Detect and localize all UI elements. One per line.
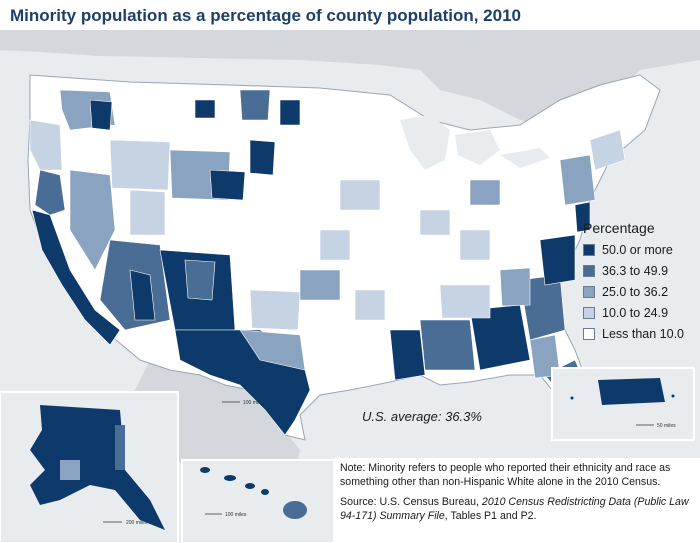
legend-swatch bbox=[583, 243, 595, 256]
alaska bbox=[30, 405, 165, 530]
legend-label: 10.0 to 24.9 bbox=[602, 305, 669, 320]
legend-swatch bbox=[583, 306, 595, 319]
legend-swatch bbox=[583, 327, 595, 340]
legend-label: 50.0 or more bbox=[602, 242, 673, 257]
note-text: Note: Minority refers to people who repo… bbox=[340, 462, 671, 488]
legend-title: Percentage bbox=[583, 220, 655, 236]
source-title: 2010 Census Redistricting Data (Public L… bbox=[340, 496, 689, 522]
legend-label: 25.0 to 36.2 bbox=[602, 284, 669, 299]
puerto-rico bbox=[598, 378, 665, 405]
note-panel: Note: Minority refers to people who repo… bbox=[334, 458, 700, 543]
legend-swatch bbox=[583, 264, 595, 277]
map-title: Minority population as a percentage of c… bbox=[10, 6, 522, 25]
legend-item-50-plus: 50.0 or more bbox=[583, 239, 693, 260]
hawaii-scale-label: 100 miles bbox=[225, 512, 247, 518]
legend-label: Less than 10.0 bbox=[602, 326, 685, 341]
canada-land bbox=[0, 30, 700, 130]
great-lakes bbox=[400, 115, 550, 170]
main-scale-label: 100 miles bbox=[243, 400, 265, 406]
source-text: Source: U.S. Census Bureau, 2010 Census … bbox=[340, 496, 696, 523]
source-prefix: Source: U.S. Census Bureau, bbox=[340, 496, 482, 508]
legend-label: 36.3 to 49.9 bbox=[602, 263, 669, 278]
hawaii bbox=[200, 467, 307, 519]
alaska-scale-label: 200 miles bbox=[126, 520, 148, 526]
pr-scale-label: 50 miles bbox=[657, 423, 676, 429]
legend-swatch bbox=[583, 285, 595, 298]
us-average-label: U.S. average: 36.3% bbox=[362, 409, 482, 424]
us-main bbox=[27, 74, 661, 441]
legend-item-10-24: 10.0 to 24.9 bbox=[583, 302, 693, 323]
legend: Percentage 50.0 or more 36.3 to 49.9 25.… bbox=[583, 220, 693, 344]
county-map: 200 miles 100 miles 50 miles 100 miles bbox=[0, 30, 700, 543]
source-suffix: , Tables P1 and P2. bbox=[444, 509, 537, 522]
legend-item-25-36: 25.0 to 36.2 bbox=[583, 281, 693, 302]
legend-item-36-49: 36.3 to 49.9 bbox=[583, 260, 693, 281]
legend-item-under-10: Less than 10.0 bbox=[583, 323, 693, 344]
map-area: 200 miles 100 miles 50 miles 100 miles bbox=[0, 30, 700, 543]
